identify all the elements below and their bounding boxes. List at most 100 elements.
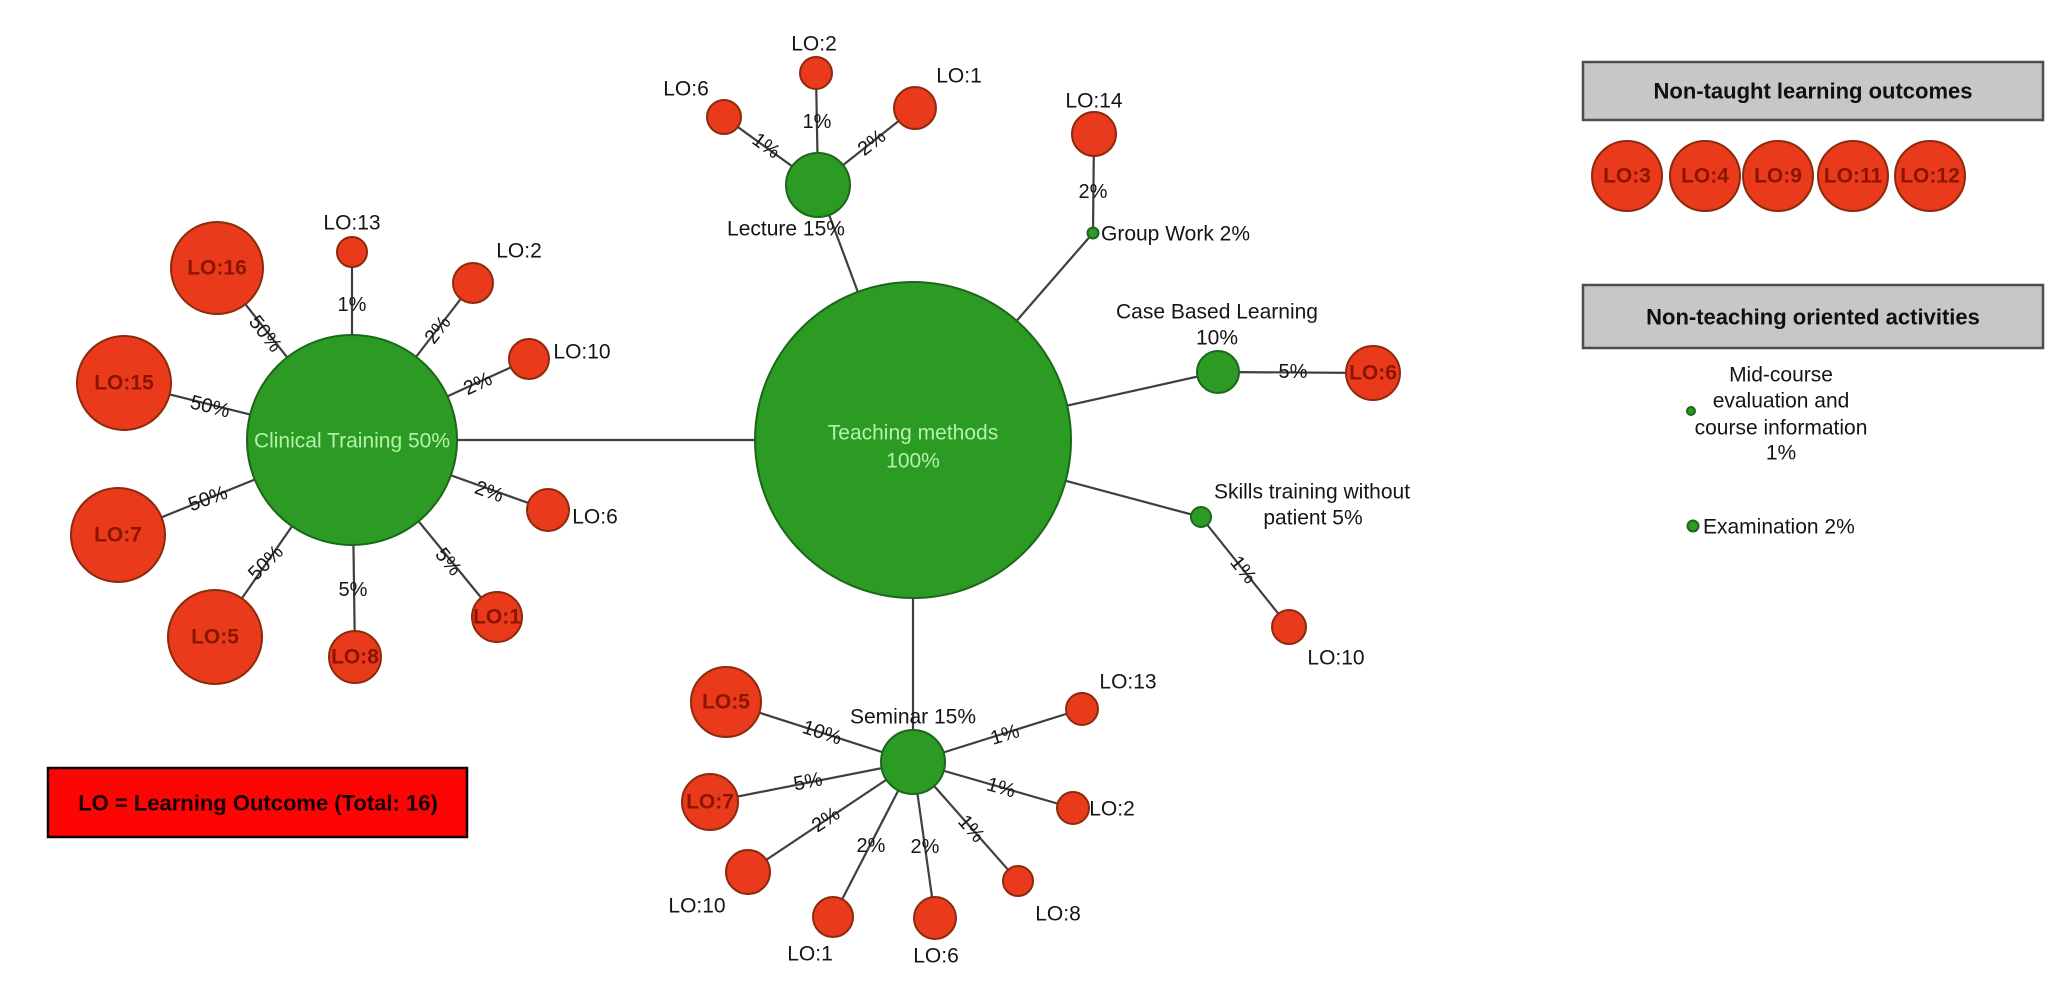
node-lecture-lo1 xyxy=(893,86,937,130)
midcourse-line1: Mid-course xyxy=(1729,364,1833,387)
label-seminar-lo13: LO:13 xyxy=(1099,671,1156,694)
node-seminar-lo5 xyxy=(690,666,762,738)
label-clinical-lo5: LO:5 xyxy=(191,626,239,649)
node-labels: Teaching methods 100% Clinical Training … xyxy=(254,218,1410,729)
node-teaching-methods xyxy=(754,281,1072,599)
label-clinical-lo13: LO:13 xyxy=(323,212,380,235)
label-clinical-lo7: LO:7 xyxy=(94,524,142,547)
lecture-label: Lecture 15% xyxy=(727,218,845,241)
pct-clinical-lo5: 50% xyxy=(244,541,288,585)
lo-nodes xyxy=(70,56,1401,940)
method-nodes xyxy=(246,152,1240,795)
label-seminar-lo5: LO:5 xyxy=(702,691,750,714)
node-nontaught-lo12 xyxy=(1894,140,1966,212)
label-nontaught-lo12: LO:12 xyxy=(1900,165,1960,188)
node-lecture-lo2 xyxy=(799,56,833,90)
teaching-methods-label-line2: 100% xyxy=(886,450,940,473)
node-case-based-learning xyxy=(1196,350,1240,394)
node-clinical-lo6 xyxy=(526,488,570,532)
midcourse-line3: course information xyxy=(1695,417,1868,440)
label-skills-lo10: LO:10 xyxy=(1307,647,1364,670)
label-seminar-lo1: LO:1 xyxy=(787,943,833,966)
node-skills-lo10 xyxy=(1271,609,1307,645)
node-seminar-lo8 xyxy=(1002,865,1034,897)
non-teaching-header-box xyxy=(1581,283,2045,350)
label-seminar-lo10: LO:10 xyxy=(668,895,725,918)
non-taught-header-box xyxy=(1581,60,2045,122)
pct-clinical-lo16: 50% xyxy=(244,311,286,356)
node-nontaught-lo4 xyxy=(1669,140,1741,212)
node-groupwork-lo14 xyxy=(1071,111,1117,157)
node-clinical-lo7 xyxy=(70,487,166,583)
node-clinical-lo2 xyxy=(452,262,494,304)
node-seminar xyxy=(880,729,946,795)
node-nontaught-lo9 xyxy=(1742,140,1814,212)
node-examination-dot xyxy=(1686,519,1700,533)
pct-clinical-lo7: 50% xyxy=(185,482,230,516)
pct-clinical-lo8: 5% xyxy=(339,579,368,601)
node-clinical-lo1 xyxy=(471,591,523,643)
node-clinical-lo13 xyxy=(336,236,368,268)
groupwork-label: Group Work 2% xyxy=(1101,223,1250,246)
examination-label: Examination 2% xyxy=(1703,516,1855,539)
label-lecture-lo6: LO:6 xyxy=(663,78,709,101)
node-group-work xyxy=(1086,226,1100,240)
note-box-group: LO = Learning Outcome (Total: 16) xyxy=(46,766,469,839)
node-clinical-lo8 xyxy=(328,630,382,684)
pct-seminar-lo13: 1% xyxy=(988,720,1022,750)
label-casebased-lo6: LO:6 xyxy=(1349,362,1397,385)
legend-non-taught: Non-taught learning outcomes LO:3 LO:4 L… xyxy=(1581,60,2045,212)
midcourse-line2: evaluation and xyxy=(1713,390,1850,413)
pct-seminar-lo6: 2% xyxy=(911,836,940,858)
note-text: LO = Learning Outcome (Total: 16) xyxy=(78,791,438,816)
node-lecture-lo6 xyxy=(706,99,742,135)
node-seminar-lo13 xyxy=(1065,692,1099,726)
node-clinical-lo10 xyxy=(508,338,550,380)
label-clinical-lo16: LO:16 xyxy=(187,257,247,280)
non-taught-title: Non-taught learning outcomes xyxy=(1654,79,1973,104)
label-clinical-lo1: LO:1 xyxy=(473,606,521,629)
casebased-label-line1: Case Based Learning xyxy=(1116,301,1318,324)
label-clinical-lo6: LO:6 xyxy=(572,506,618,529)
pct-clinical-lo10: 2% xyxy=(460,368,496,400)
label-groupwork-lo14: LO:14 xyxy=(1065,90,1123,113)
lo-labels: LO:6 LO:2 LO:1 LO:14 LO:16 LO:13 LO:2 LO… xyxy=(94,33,1397,968)
pct-clinical-lo15: 50% xyxy=(188,391,232,422)
node-midcourse-dot xyxy=(1686,406,1696,416)
pct-seminar-lo7: 5% xyxy=(792,768,825,795)
label-seminar-lo7: LO:7 xyxy=(686,791,734,814)
node-seminar-lo2 xyxy=(1056,791,1090,825)
label-nontaught-lo11: LO:11 xyxy=(1824,165,1883,188)
pct-lecture-lo6: 1% xyxy=(748,129,784,164)
edge-skills-lo10 xyxy=(1200,516,1290,628)
node-nontaught-lo3 xyxy=(1591,140,1663,212)
edge-seminar-lo7 xyxy=(709,760,914,804)
label-clinical-lo15: LO:15 xyxy=(94,372,154,395)
label-lecture-lo2: LO:2 xyxy=(791,33,837,56)
pct-skills-lo10: 1% xyxy=(1225,552,1260,588)
node-clinical-lo15 xyxy=(76,335,172,431)
edge-seminar-lo10 xyxy=(747,761,914,873)
pct-clinical-lo13: 1% xyxy=(338,294,367,316)
node-clinical-training xyxy=(246,334,458,546)
node-skills-training xyxy=(1190,506,1212,528)
skills-label-line2: patient 5% xyxy=(1263,507,1362,530)
node-lecture xyxy=(785,152,851,218)
pct-casebased-lo6: 5% xyxy=(1279,361,1308,383)
label-nontaught-lo9: LO:9 xyxy=(1754,165,1802,188)
node-casebased-lo6 xyxy=(1345,345,1401,401)
node-seminar-lo7 xyxy=(681,773,739,831)
node-clinical-lo5 xyxy=(167,589,263,685)
label-lecture-lo1: LO:1 xyxy=(936,65,982,88)
label-seminar-lo8: LO:8 xyxy=(1035,903,1081,926)
clinical-training-label: Clinical Training 50% xyxy=(254,430,450,453)
pct-seminar-lo5: 10% xyxy=(800,716,845,749)
pct-lecture-lo2: 1% xyxy=(803,111,832,133)
label-nontaught-lo4: LO:4 xyxy=(1681,165,1729,188)
label-nontaught-lo3: LO:3 xyxy=(1603,165,1651,188)
teaching-methods-label-line1: Teaching methods xyxy=(828,422,998,445)
legend-non-teaching: Non-teaching oriented activities Mid-cou… xyxy=(1581,283,2045,539)
pct-groupwork-lo14: 2% xyxy=(1079,181,1108,203)
